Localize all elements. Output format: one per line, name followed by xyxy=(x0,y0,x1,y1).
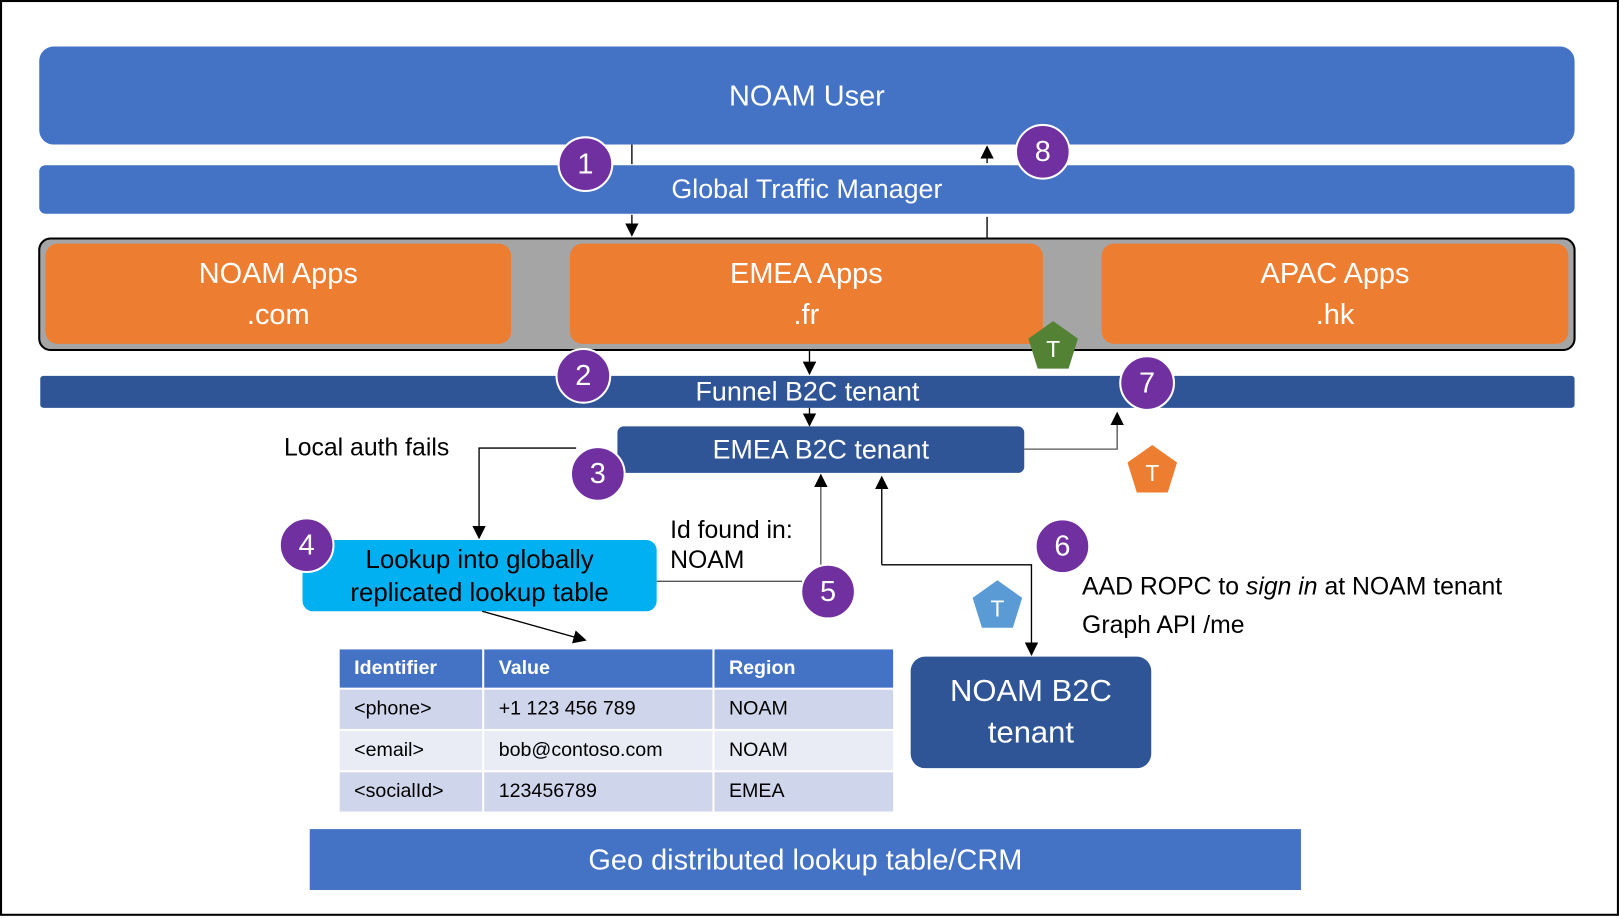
id-found-note-1: Id found in: xyxy=(670,516,793,545)
step-7-badge: 7 xyxy=(1119,355,1175,411)
arrow-emea-to-noam xyxy=(881,564,1039,656)
app-domain: .hk xyxy=(1315,297,1355,330)
column-header: Region xyxy=(714,649,894,688)
app-name: EMEA Apps xyxy=(730,256,883,289)
noam-b2c-tenant-box: NOAM B2C tenant xyxy=(910,656,1152,769)
apac-apps-box: APAC Apps .hk xyxy=(1101,243,1569,344)
token-icon-orange: T xyxy=(1126,444,1178,494)
ropc-pre: AAD ROPC to xyxy=(1082,573,1246,601)
noam-tenant-line-2: tenant xyxy=(987,715,1075,750)
token-label: T xyxy=(1046,336,1060,362)
emea-tenant-label: EMEA B2C tenant xyxy=(712,433,930,465)
token-icon-green: T xyxy=(1027,320,1079,370)
cell: 123456789 xyxy=(484,772,713,812)
step-3-badge: 3 xyxy=(569,446,626,502)
id-found-note-2: NOAM xyxy=(670,546,745,575)
emea-apps-box: EMEA Apps .fr xyxy=(569,243,1043,344)
lookup-table: Identifier Value Region <phone> +1 123 45… xyxy=(338,647,896,813)
arrow-local-auth-to-lookup xyxy=(472,447,577,540)
table-row: <phone> +1 123 456 789 NOAM xyxy=(339,689,894,729)
gtm-label: Global Traffic Manager xyxy=(671,173,943,205)
ropc-em: sign in xyxy=(1245,573,1318,601)
ropc-post: at NOAM tenant xyxy=(1317,573,1503,601)
token-icon-blue: T xyxy=(972,579,1024,629)
column-header: Value xyxy=(484,649,713,688)
ropc-note: AAD ROPC to sign in at NOAM tenant xyxy=(1082,572,1502,603)
cell: bob@contoso.com xyxy=(484,731,713,771)
cell: EMEA xyxy=(714,772,894,812)
lookup-line-2: replicated lookup table xyxy=(350,577,609,607)
global-traffic-manager-box: Global Traffic Manager xyxy=(39,165,1575,214)
arrow-emea-to-funnel xyxy=(1024,411,1124,450)
cell: <email> xyxy=(339,731,483,771)
step-8-badge: 8 xyxy=(1014,123,1071,180)
geo-lookup-table-box: Geo distributed lookup table/CRM xyxy=(309,829,1301,891)
step-6-badge: 6 xyxy=(1034,518,1091,575)
noam-user-box: NOAM User xyxy=(39,46,1575,145)
token-label: T xyxy=(1145,460,1159,486)
lookup-box: Lookup into globally replicated lookup ta… xyxy=(302,539,657,612)
table-header-row: Identifier Value Region xyxy=(339,649,894,688)
app-name: APAC Apps xyxy=(1260,256,1410,289)
noam-user-label: NOAM User xyxy=(728,78,885,111)
cell: <phone> xyxy=(339,689,483,729)
table-row: <email> bob@contoso.com NOAM xyxy=(339,731,894,771)
step-4-badge: 4 xyxy=(278,517,335,574)
cell: +1 123 456 789 xyxy=(484,689,713,729)
cell: NOAM xyxy=(714,731,894,771)
emea-b2c-tenant-box: EMEA B2C tenant xyxy=(617,426,1025,473)
noam-tenant-line-1: NOAM B2C xyxy=(950,674,1112,709)
funnel-label: Funnel B2C tenant xyxy=(695,375,920,407)
column-header: Identifier xyxy=(339,649,483,688)
step-2-badge: 2 xyxy=(555,347,612,404)
app-domain: .com xyxy=(246,297,310,330)
arrow-lookup-to-table xyxy=(481,610,587,644)
cell: <socialId> xyxy=(339,772,483,812)
token-label: T xyxy=(990,595,1004,621)
step-1-badge: 1 xyxy=(557,136,614,193)
step-5-badge: 5 xyxy=(800,563,856,620)
funnel-b2c-tenant-box: Funnel B2C tenant xyxy=(40,375,1575,408)
table-row: <socialId> 123456789 EMEA xyxy=(339,772,894,812)
noam-apps-box: NOAM Apps .com xyxy=(45,243,512,344)
local-auth-fails-note: Local auth fails xyxy=(283,433,450,462)
app-domain: .fr xyxy=(793,297,820,330)
lookup-line-1: Lookup into globally xyxy=(365,544,594,574)
app-name: NOAM Apps xyxy=(198,256,358,289)
graph-api-note: Graph API /me xyxy=(1082,611,1245,640)
cell: NOAM xyxy=(714,689,894,729)
geo-label: Geo distributed lookup table/CRM xyxy=(588,843,1023,876)
